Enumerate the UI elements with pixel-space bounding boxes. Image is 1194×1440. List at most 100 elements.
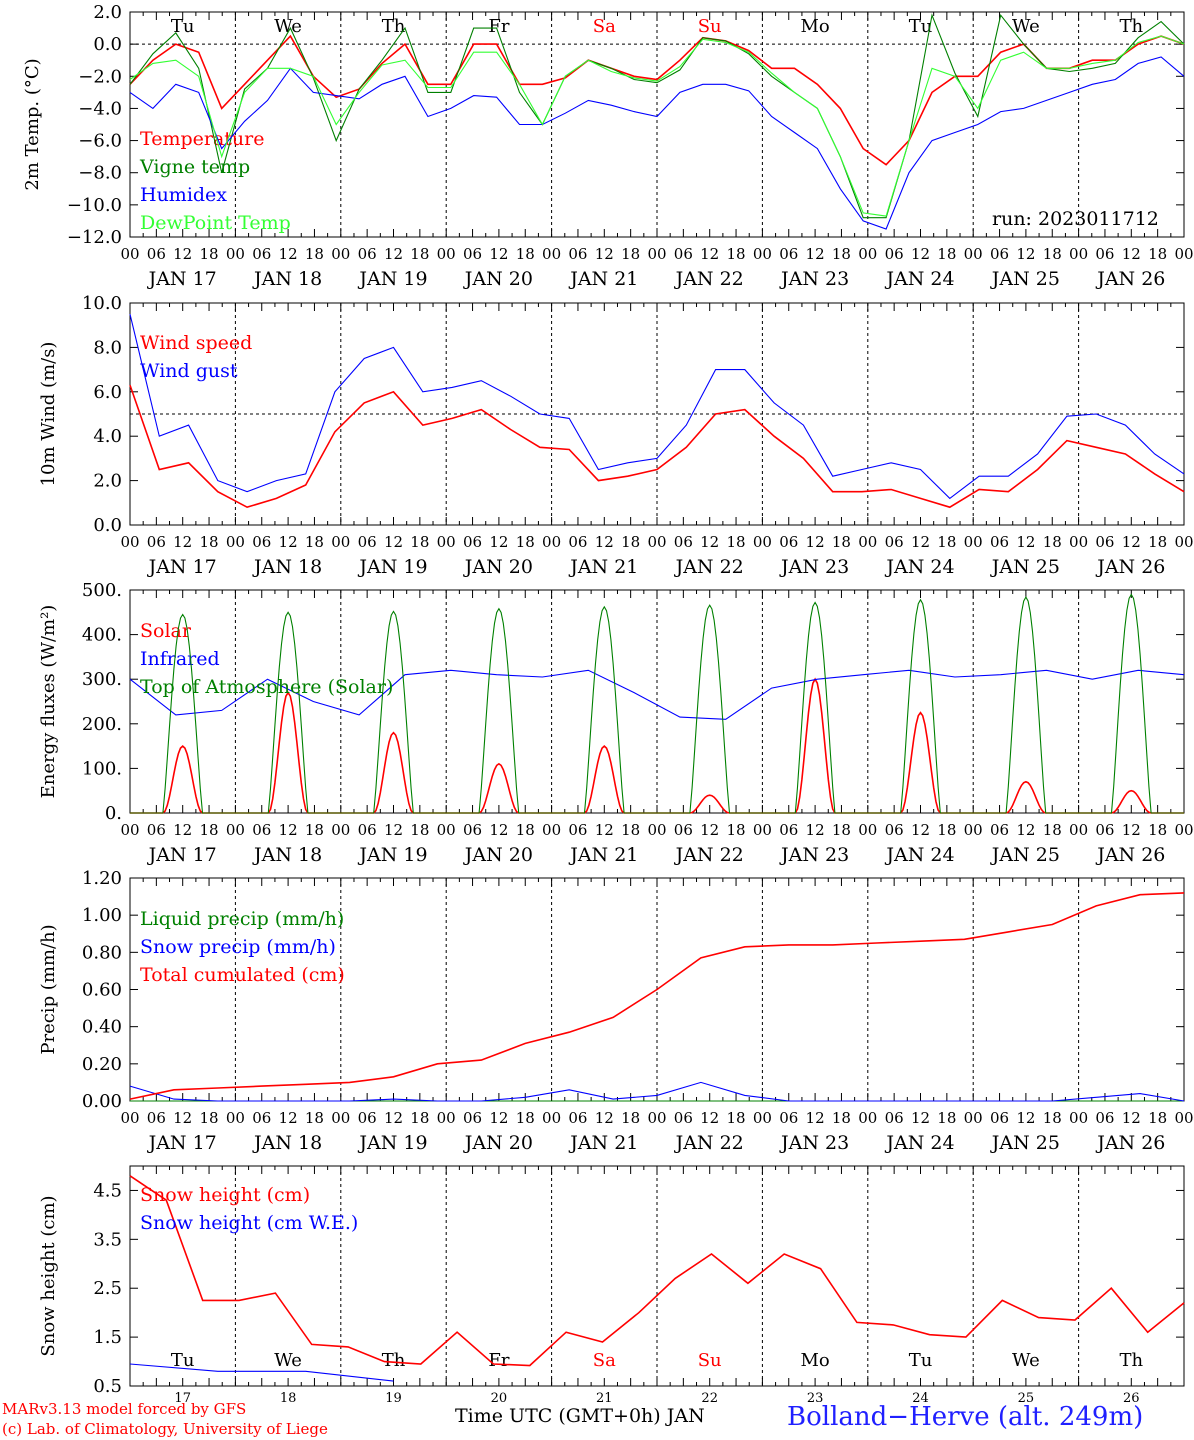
x-hour-label: 18 [621,1109,640,1127]
x-day-label: JAN 17 [147,556,217,578]
x-hour-label: 12 [1016,245,1035,263]
x-hour-label: 12 [595,1109,614,1127]
x-hour-label: 12 [279,533,298,551]
x-day-label: JAN 22 [674,844,744,866]
x-hour-label: 06 [779,533,798,551]
x-day-label: JAN 17 [147,844,217,866]
x-hour-label: 06 [1095,1109,1114,1127]
legend-entry: Snow height (cm) [140,1184,310,1206]
x-hour-label: 06 [990,821,1009,839]
x-hour-label: 18 [200,821,219,839]
x-hour-label: 18 [1043,245,1062,263]
x-hour-label: 06 [147,245,166,263]
x-hour-label: 12 [595,245,614,263]
x-hour-label: 00 [1069,821,1088,839]
x-hour-label: 12 [911,533,930,551]
x-hour-label: 00 [1069,245,1088,263]
y-tick-label: 500. [82,580,122,601]
x-hour-label: 00 [964,533,983,551]
x-hour-label: 12 [384,245,403,263]
y-tick-label: 400. [82,625,122,646]
legend-entry: Temperature [140,128,264,150]
day-name: Sa [593,1350,616,1371]
x-hour-label: 06 [358,533,377,551]
day-name: Mo [800,1350,829,1371]
x-day-label: JAN 24 [884,556,954,578]
y-tick-label: −12.0 [67,227,122,248]
x-axis-title: Time UTC (GMT+0h) JAN [455,1405,705,1427]
x-hour-label: 12 [1016,1109,1035,1127]
x-hour-label: 12 [806,533,825,551]
y-tick-label: 2.5 [93,1278,122,1299]
x-hour-label: 06 [568,1109,587,1127]
x-hour-label: 18 [305,821,324,839]
x-hour-label: 12 [384,1109,403,1127]
y-tick-label: 1.00 [82,905,122,926]
x-hour-label: 06 [463,1109,482,1127]
day-number: 22 [701,1391,718,1406]
x-hour-label: 12 [1016,821,1035,839]
day-name: Mo [800,16,829,37]
x-hour-label: 00 [753,821,772,839]
x-hour-label: 18 [516,533,535,551]
x-hour-label: 00 [1174,1109,1193,1127]
x-hour-label: 06 [252,245,271,263]
x-hour-label: 06 [568,533,587,551]
x-hour-label: 00 [331,533,350,551]
x-hour-label: 18 [832,1109,851,1127]
day-name: Th [1119,1350,1143,1371]
x-hour-label: 00 [437,533,456,551]
x-day-label: JAN 21 [568,1132,638,1154]
x-hour-label: 00 [331,1109,350,1127]
x-hour-label: 12 [384,533,403,551]
x-day-label: JAN 23 [779,844,849,866]
x-hour-label: 18 [305,533,324,551]
x-hour-label: 06 [252,821,271,839]
day-number: 23 [807,1391,824,1406]
x-hour-label: 06 [252,533,271,551]
series-line [129,1363,394,1382]
x-hour-label: 12 [595,821,614,839]
x-hour-label: 18 [621,821,640,839]
x-hour-label: 00 [964,1109,983,1127]
x-day-label: JAN 20 [463,556,533,578]
legend-entry: Liquid precip (mm/h) [140,908,344,930]
x-hour-label: 00 [226,533,245,551]
x-day-label: JAN 25 [990,1132,1060,1154]
day-name: We [274,1350,302,1371]
x-day-label: JAN 24 [884,1132,954,1154]
x-day-label: JAN 19 [357,844,427,866]
day-name: We [1012,1350,1040,1371]
x-day-label: JAN 25 [990,268,1060,290]
x-hour-label: 18 [410,1109,429,1127]
model-credit: MARv3.13 model forced by GFS [2,1400,247,1418]
x-day-label: JAN 18 [252,844,322,866]
day-number: 25 [1018,1391,1035,1406]
series-line [129,384,1185,509]
x-hour-label: 06 [885,821,904,839]
day-name: Fr [488,1350,509,1371]
x-hour-label: 12 [173,821,192,839]
day-name: Tu [909,16,933,37]
x-day-label: JAN 20 [463,268,533,290]
legend-entry: Infrared [140,648,220,670]
x-hour-label: 18 [937,1109,956,1127]
x-day-label: JAN 18 [252,268,322,290]
y-tick-label: 0.0 [93,34,122,55]
day-name: We [274,16,302,37]
panel-3: 0. 100. 200. 300. 400. 500. Energy fluxes (W/m… [38,580,1194,866]
x-hour-label: 00 [858,245,877,263]
x-hour-label: 12 [1122,1109,1141,1127]
x-hour-label: 18 [832,245,851,263]
x-hour-label: 00 [753,1109,772,1127]
x-hour-label: 18 [621,245,640,263]
legend-entry: Vigne temp [139,156,250,178]
x-hour-label: 12 [173,245,192,263]
x-hour-label: 00 [542,533,561,551]
x-day-label: JAN 22 [674,556,744,578]
x-hour-label: 18 [1043,1109,1062,1127]
series-line [129,1175,1185,1367]
x-hour-label: 00 [331,245,350,263]
day-number: 24 [912,1391,929,1406]
x-hour-label: 18 [410,821,429,839]
